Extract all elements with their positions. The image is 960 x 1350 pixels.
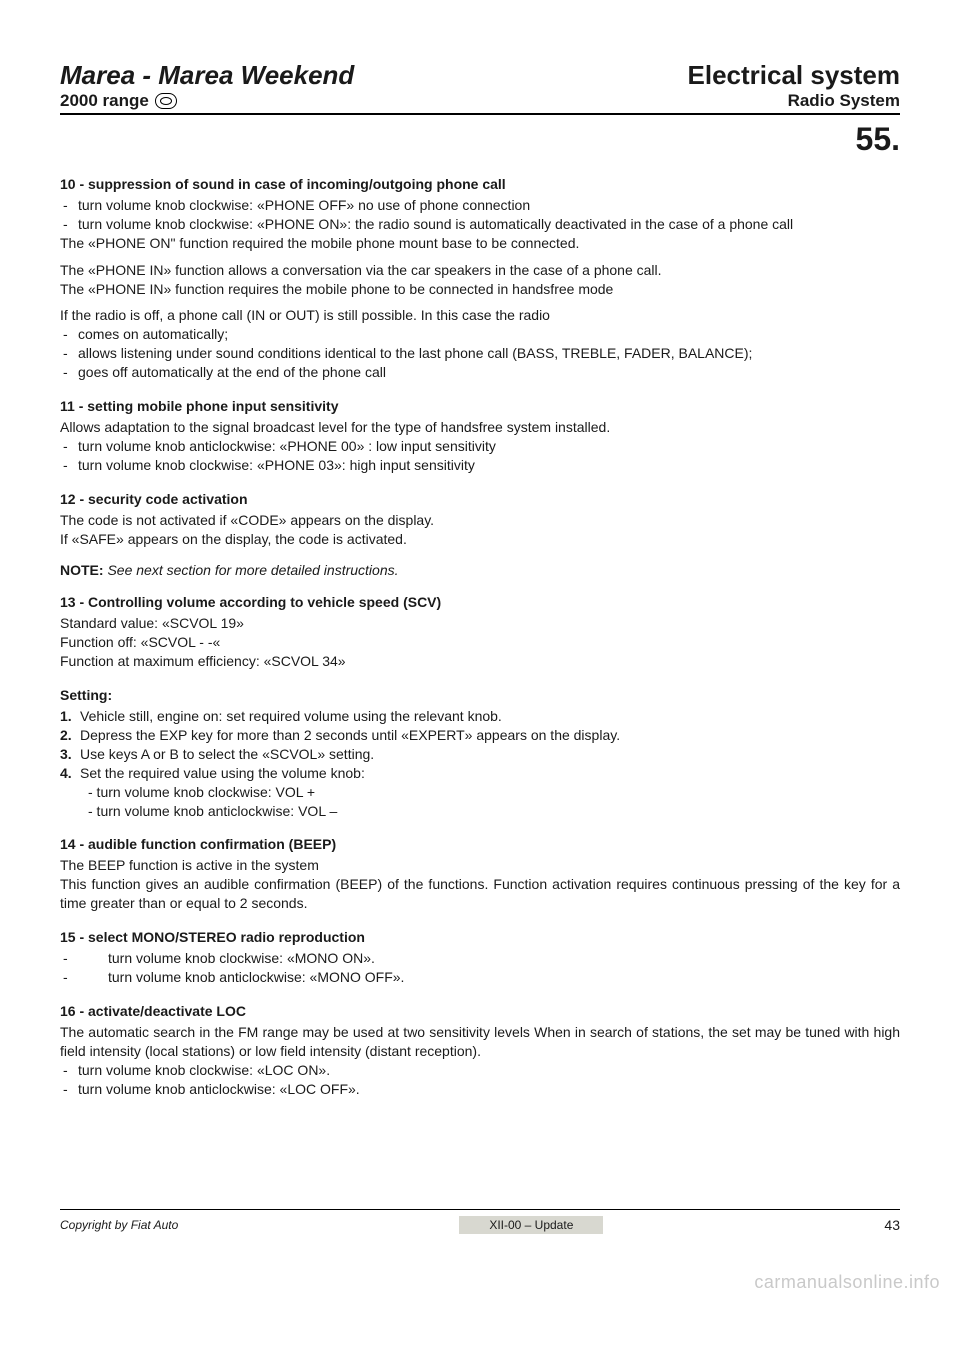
list-item: 1. Vehicle still, engine on: set required…: [60, 707, 900, 726]
chapter-number: 55.: [60, 121, 900, 158]
body-line: The automatic search in the FM range may…: [60, 1023, 900, 1061]
section-13-head: 13 - Controlling volume according to veh…: [60, 594, 900, 610]
list-item: turn volume knob clockwise: «PHONE ON»: …: [60, 215, 900, 234]
note-body: See next section for more detailed instr…: [107, 562, 398, 578]
manual-page: Marea - Marea Weekend 2000 range Electri…: [0, 0, 960, 1264]
num-marker: 2.: [60, 726, 72, 745]
body-line: Standard value: «SCVOL 19»: [60, 614, 900, 633]
subsystem-title: Radio System: [688, 91, 900, 111]
list-item: allows listening under sound conditions …: [60, 344, 900, 363]
list-item: goes off automatically at the end of the…: [60, 363, 900, 382]
section-10-list-b: comes on automatically; allows listening…: [60, 325, 900, 382]
list-item: 3. Use keys A or B to select the «SCVOL» …: [60, 745, 900, 764]
range-line: 2000 range: [60, 91, 354, 111]
section-10-list-a: turn volume knob clockwise: «PHONE OFF» …: [60, 196, 900, 234]
note-label: NOTE:: [60, 562, 104, 578]
item-text: Set the required value using the volume …: [80, 765, 365, 781]
body-line: The «PHONE IN» function requires the mob…: [60, 280, 900, 299]
range-text: 2000 range: [60, 91, 149, 111]
body-line: The BEEP function is active in the syste…: [60, 856, 900, 875]
steering-wheel-icon: [155, 93, 177, 109]
sub-line: - turn volume knob clockwise: VOL +: [60, 783, 900, 802]
list-item: 2. Depress the EXP key for more than 2 se…: [60, 726, 900, 745]
section-11-head: 11 - setting mobile phone input sensitiv…: [60, 398, 900, 414]
section-16-head: 16 - activate/deactivate LOC: [60, 1003, 900, 1019]
num-marker: 4.: [60, 764, 72, 783]
body-line: Function off: «SCVOL - -«: [60, 633, 900, 652]
section-15-list: turn volume knob clockwise: «MONO ON». t…: [60, 949, 900, 987]
list-item: comes on automatically;: [60, 325, 900, 344]
section-12-head: 12 - security code activation: [60, 491, 900, 507]
body-line: The «PHONE ON" function required the mob…: [60, 234, 900, 253]
list-item: 4. Set the required value using the volum…: [60, 764, 900, 783]
list-item: turn volume knob clockwise: «MONO ON».: [60, 949, 900, 968]
body-line: If the radio is off, a phone call (IN or…: [60, 306, 900, 325]
item-text: Depress the EXP key for more than 2 seco…: [80, 727, 620, 743]
item-text: Vehicle still, engine on: set required v…: [80, 708, 502, 724]
num-marker: 3.: [60, 745, 72, 764]
section-10-head: 10 - suppression of sound in case of inc…: [60, 176, 900, 192]
body-line: The code is not activated if «CODE» appe…: [60, 511, 900, 530]
setting-list: 1. Vehicle still, engine on: set required…: [60, 707, 900, 783]
list-item: turn volume knob clockwise: «PHONE 03»: …: [60, 456, 900, 475]
section-16-list: turn volume knob clockwise: «LOC ON». tu…: [60, 1061, 900, 1099]
item-text: Use keys A or B to select the «SCVOL» se…: [80, 746, 374, 762]
watermark-text: carmanualsonline.info: [0, 1264, 960, 1305]
list-item: turn volume knob clockwise: «PHONE OFF» …: [60, 196, 900, 215]
system-title: Electrical system: [688, 60, 900, 91]
model-title: Marea - Marea Weekend: [60, 60, 354, 91]
copyright-text: Copyright by Fiat Auto: [60, 1218, 178, 1232]
list-item: turn volume knob anticlockwise: «MONO OF…: [60, 968, 900, 987]
page-number: 43: [884, 1217, 900, 1233]
section-11-list: turn volume knob anticlockwise: «PHONE 0…: [60, 437, 900, 475]
body-line: The «PHONE IN» function allows a convers…: [60, 261, 900, 280]
setting-head: Setting:: [60, 687, 900, 703]
body-line: This function gives an audible confirmat…: [60, 875, 900, 913]
note-line: NOTE: See next section for more detailed…: [60, 562, 900, 578]
header-right: Electrical system Radio System: [688, 60, 900, 111]
section-15-head: 15 - select MONO/STEREO radio reproducti…: [60, 929, 900, 945]
header-left: Marea - Marea Weekend 2000 range: [60, 60, 354, 111]
list-item: turn volume knob clockwise: «LOC ON».: [60, 1061, 900, 1080]
page-footer: Copyright by Fiat Auto XII-00 – Update 4…: [60, 1210, 900, 1234]
num-marker: 1.: [60, 707, 72, 726]
section-14-head: 14 - audible function confirmation (BEEP…: [60, 836, 900, 852]
body-line: Allows adaptation to the signal broadcas…: [60, 418, 900, 437]
body-line: Function at maximum efficiency: «SCVOL 3…: [60, 652, 900, 671]
update-badge: XII-00 – Update: [459, 1216, 603, 1234]
list-item: turn volume knob anticlockwise: «PHONE 0…: [60, 437, 900, 456]
body-line: If «SAFE» appears on the display, the co…: [60, 530, 900, 549]
page-header: Marea - Marea Weekend 2000 range Electri…: [60, 60, 900, 115]
list-item: turn volume knob anticlockwise: «LOC OFF…: [60, 1080, 900, 1099]
sub-line: - turn volume knob anticlockwise: VOL –: [60, 802, 900, 821]
